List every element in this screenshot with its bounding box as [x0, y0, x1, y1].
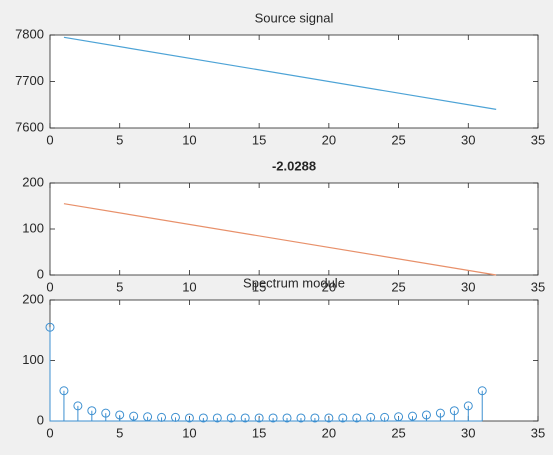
stem-marker: [366, 412, 376, 422]
y-tick-label: 0: [37, 412, 44, 427]
stem-marker: [254, 413, 264, 423]
stem-marker: [477, 386, 487, 396]
y-tick-label: 7800: [15, 26, 44, 41]
stem-marker: [463, 401, 473, 411]
axes-box: [49, 299, 539, 422]
stem-marker: [143, 412, 153, 422]
x-tick-label: 30: [461, 425, 475, 440]
x-tick-label: 30: [461, 132, 475, 147]
y-tick-label: 0: [37, 266, 44, 281]
x-tick-label: 20: [322, 425, 336, 440]
chart-title: Source signal: [255, 10, 334, 25]
stem-marker: [421, 410, 431, 420]
y-tick-label: 7700: [15, 73, 44, 88]
stem-marker: [338, 413, 348, 423]
stem-marker: [268, 413, 278, 423]
stem-marker: [170, 412, 180, 422]
stem-marker: [435, 408, 445, 418]
x-tick-label: 0: [46, 279, 53, 294]
y-tick-label: 200: [22, 291, 44, 306]
stem-marker: [282, 413, 292, 423]
stem-marker: [240, 413, 250, 423]
stem-marker: [198, 413, 208, 423]
stem-marker: [226, 413, 236, 423]
data-line: [63, 203, 497, 276]
stem-marker: [129, 411, 139, 421]
stem-marker: [87, 406, 97, 416]
stem-marker: [324, 413, 334, 423]
y-tick-label: 7600: [15, 119, 44, 134]
x-tick-label: 15: [252, 279, 266, 294]
x-tick-label: 5: [116, 279, 123, 294]
data-line: [63, 36, 497, 110]
stem-marker: [212, 413, 222, 423]
stem-marker: [73, 401, 83, 411]
x-tick-label: 0: [46, 132, 53, 147]
stem-marker: [352, 413, 362, 423]
x-tick-label: 30: [461, 279, 475, 294]
stem-marker: [115, 410, 125, 420]
x-tick-label: 10: [182, 132, 196, 147]
stem-marker: [101, 408, 111, 418]
x-tick-label: 25: [391, 279, 405, 294]
x-tick-label: 35: [531, 425, 545, 440]
y-tick-label: 200: [22, 174, 44, 189]
x-tick-label: 35: [531, 279, 545, 294]
stem-marker: [380, 412, 390, 422]
x-tick-label: 5: [116, 425, 123, 440]
stem-marker: [296, 413, 306, 423]
x-tick-label: 20: [322, 279, 336, 294]
stem-marker: [394, 412, 404, 422]
x-tick-label: 0: [46, 425, 53, 440]
x-tick-label: 10: [182, 279, 196, 294]
stem-marker: [408, 411, 418, 421]
x-tick-label: 15: [252, 132, 266, 147]
stem-marker: [184, 413, 194, 423]
x-tick-label: 25: [391, 132, 405, 147]
stem-marker: [310, 413, 320, 423]
axes-box: [49, 182, 539, 276]
x-tick-label: 5: [116, 132, 123, 147]
x-tick-label: 15: [252, 425, 266, 440]
y-tick-label: 100: [22, 352, 44, 367]
stem-marker: [45, 322, 55, 332]
x-tick-label: 35: [531, 132, 545, 147]
stem-marker: [449, 406, 459, 416]
x-tick-label: 10: [182, 425, 196, 440]
x-tick-label: 20: [322, 132, 336, 147]
chart-title: Spectrum module: [243, 275, 345, 290]
stem-marker: [59, 386, 69, 396]
x-tick-label: 25: [391, 425, 405, 440]
chart-title: -2.0288: [272, 158, 316, 173]
y-tick-label: 100: [22, 220, 44, 235]
stem-marker: [157, 412, 167, 422]
axes-box: [49, 34, 539, 129]
